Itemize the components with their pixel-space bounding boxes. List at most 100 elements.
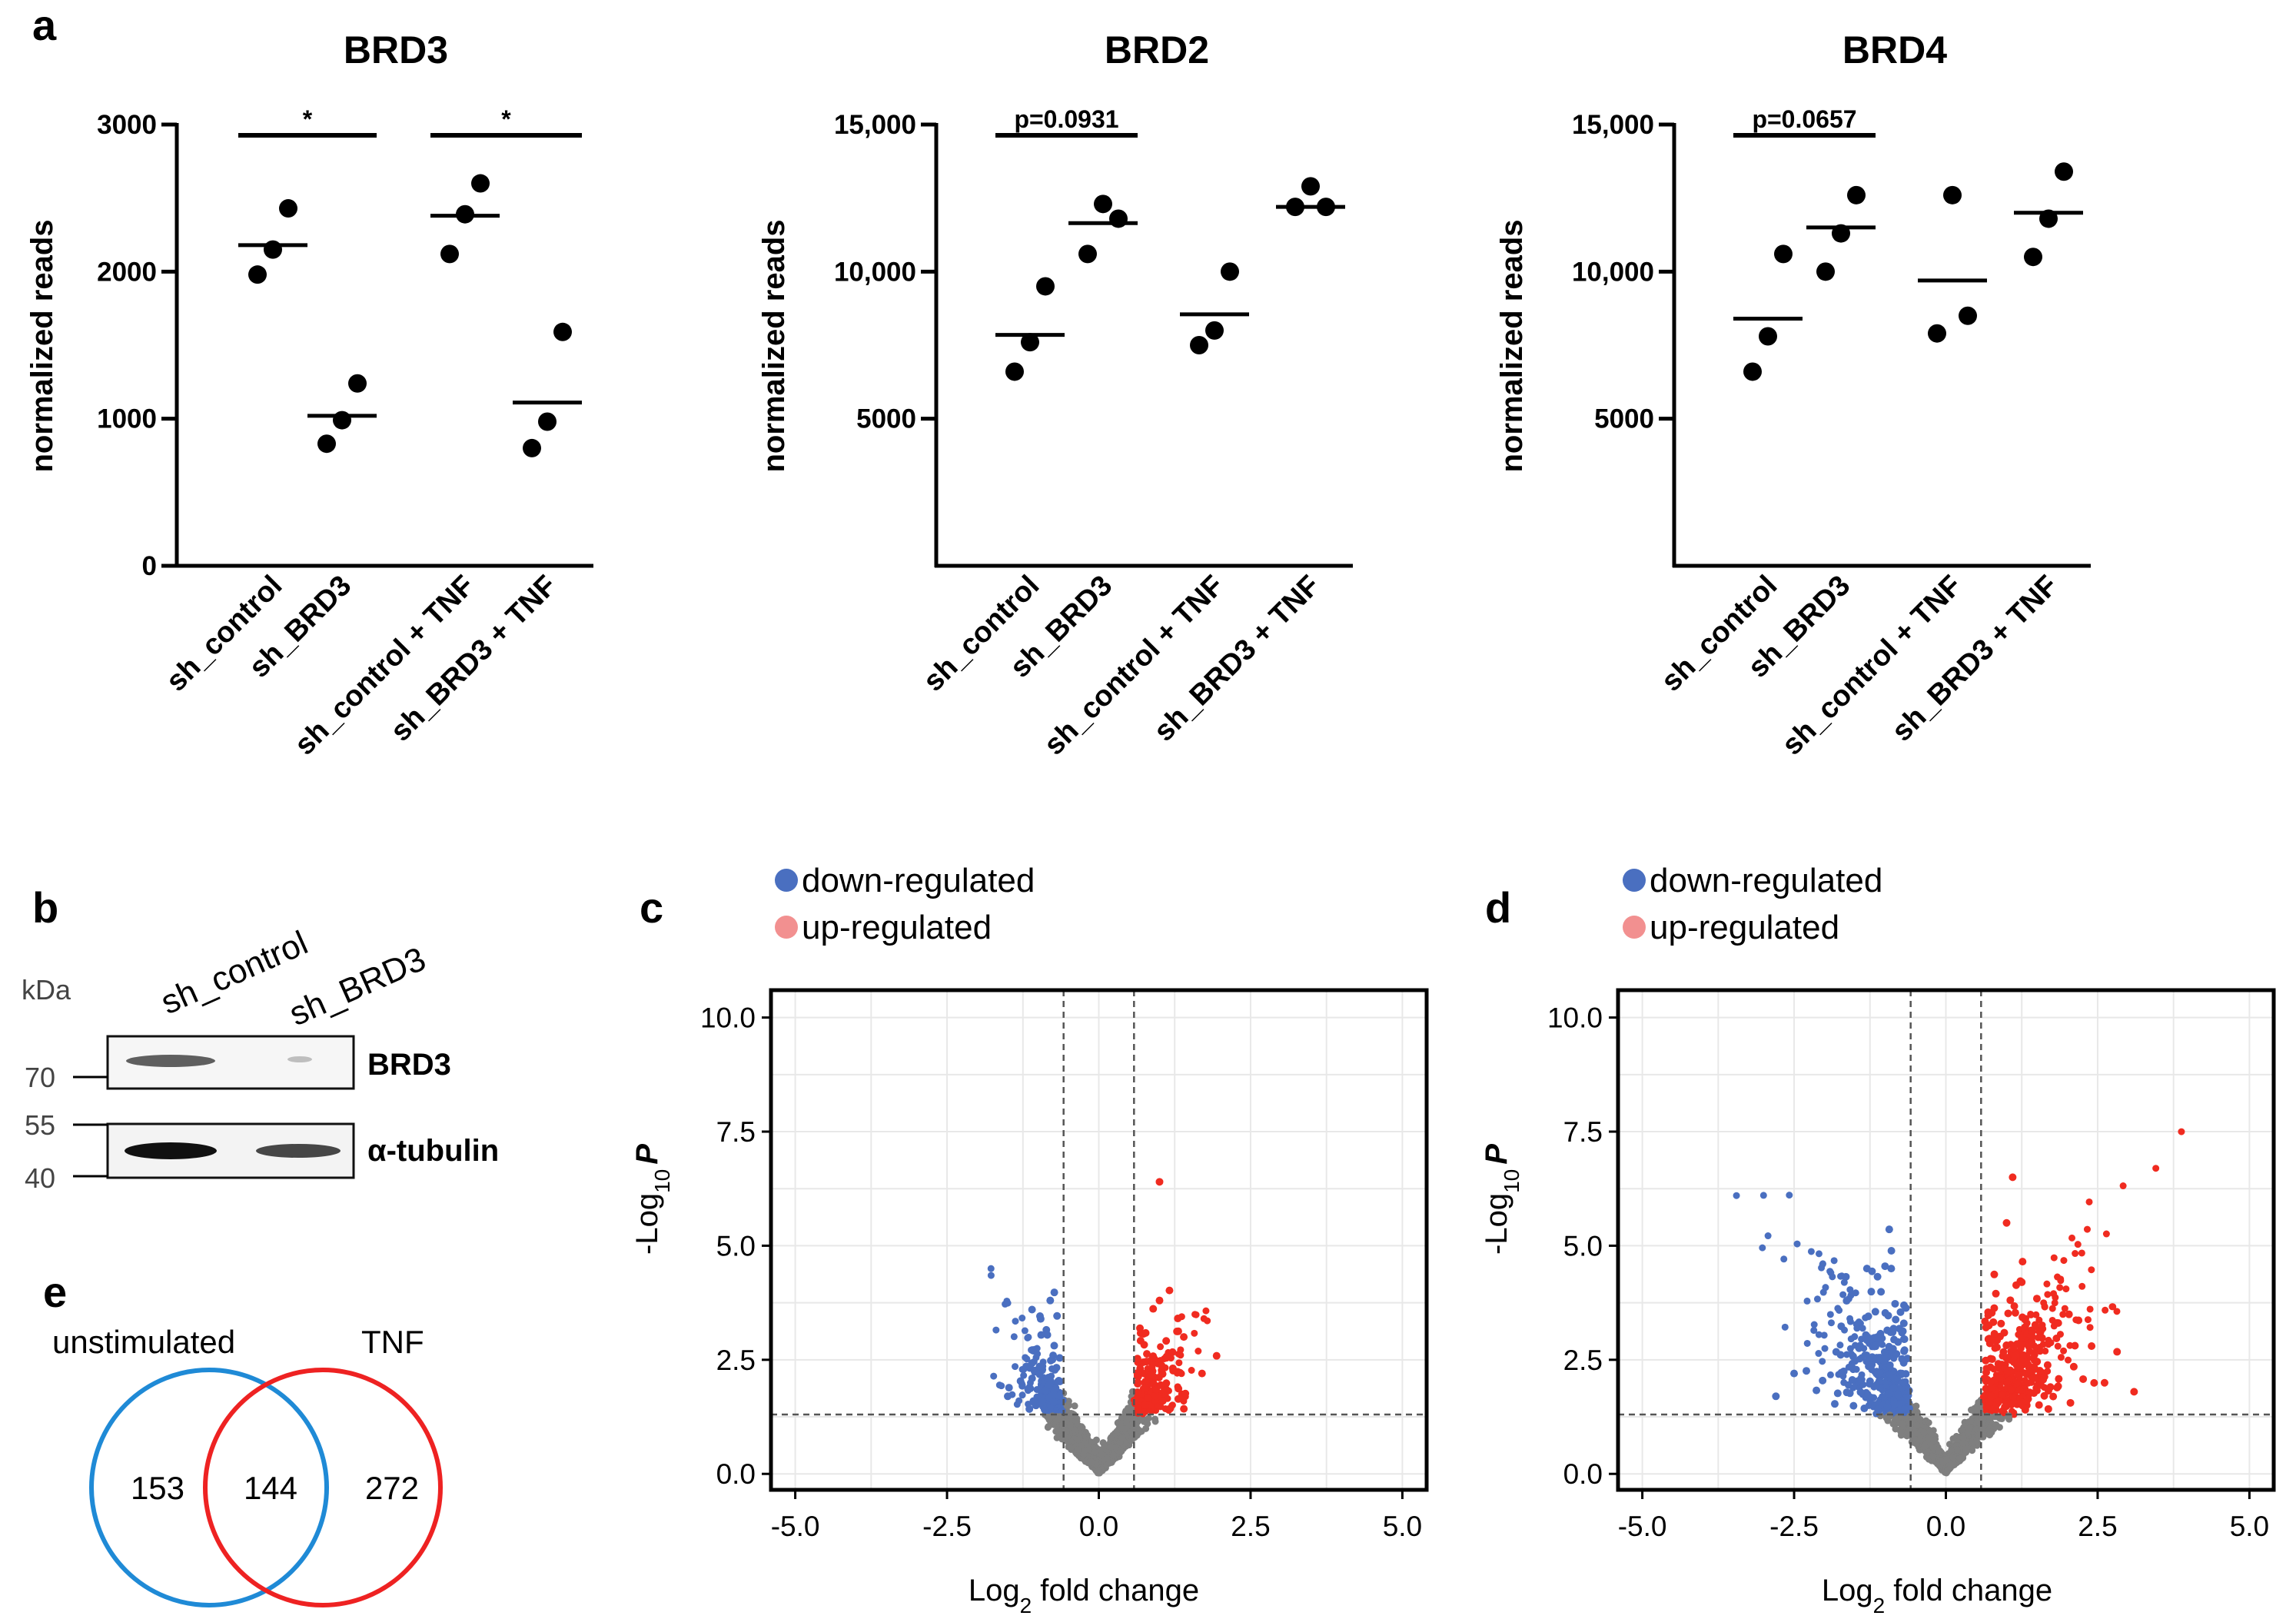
gene-point: [1846, 1318, 1854, 1325]
down-gene-point: [1055, 1354, 1064, 1362]
volcano-d-xlabel-sub: 2: [1873, 1594, 1886, 1617]
legend-dot-up-d: [1623, 916, 1646, 939]
gene-point: [1081, 1447, 1088, 1454]
data-point: [279, 199, 297, 218]
up-gene-point: [1149, 1305, 1158, 1313]
up-gene-point: [1180, 1405, 1188, 1413]
gene-point: [1202, 1307, 1210, 1315]
data-point: [440, 244, 459, 264]
down-gene-point: [1876, 1329, 1885, 1338]
gene-point: [2003, 1354, 2011, 1361]
y-tick-label: 15,000: [1572, 110, 1654, 140]
y-tick-label: 1000: [97, 404, 157, 434]
x-tick-label: sh_BRD3 + TNF: [1148, 570, 1326, 748]
down-gene-point: [1865, 1362, 1873, 1371]
gene-point: [2084, 1316, 2092, 1324]
up-gene-point: [1173, 1327, 1181, 1335]
x-tick-label: -2.5: [922, 1511, 972, 1542]
data-point: [1190, 336, 1208, 354]
gene-point: [1965, 1418, 1973, 1425]
x-tick-label: -2.5: [1769, 1511, 1819, 1542]
up-gene-point: [2030, 1389, 2038, 1398]
y-tick-label: 5.0: [716, 1230, 756, 1262]
gene-point: [1138, 1415, 1145, 1423]
y-tick-label: 5.0: [1563, 1230, 1603, 1262]
down-gene-point: [1803, 1367, 1811, 1375]
gene-point: [1858, 1371, 1866, 1378]
gene-point: [2054, 1342, 2062, 1350]
gene-point-outlier: [1790, 1369, 1799, 1378]
y-tick-label: 2000: [97, 257, 157, 287]
gene-point-outlier: [2002, 1218, 2011, 1227]
y-tick-label: 2.5: [716, 1345, 756, 1376]
up-gene-point: [2079, 1375, 2088, 1383]
gene-point-outlier: [1155, 1178, 1164, 1186]
brd3-title: BRD3: [344, 28, 448, 71]
data-point: [317, 434, 336, 454]
gene-point: [1867, 1394, 1875, 1401]
gene-point: [1834, 1305, 1842, 1312]
gene-point: [2057, 1354, 2065, 1361]
down-gene-point: [1022, 1362, 1031, 1371]
band-tubulin-knockdown: [256, 1144, 341, 1158]
up-gene-point: [1142, 1377, 1151, 1385]
gene-point: [1921, 1443, 1929, 1451]
gene-point: [2039, 1341, 2047, 1348]
brd4-brackets: p=0.0657: [1733, 105, 1876, 138]
x-tick-label: 0.0: [1926, 1511, 1965, 1542]
data-point: [1109, 209, 1128, 228]
down-gene-point: [1050, 1398, 1058, 1406]
legend-down-d: down-regulated: [1650, 862, 1882, 899]
gene-point: [1813, 1295, 1821, 1303]
up-gene-point: [1155, 1373, 1163, 1381]
gene-point: [1191, 1329, 1198, 1337]
gene-point: [1098, 1451, 1105, 1458]
up-gene-point: [2039, 1375, 2048, 1384]
up-gene-point: [2113, 1348, 2122, 1356]
down-gene-point: [1035, 1370, 1044, 1378]
gene-point: [1958, 1455, 1965, 1463]
up-gene-point: [1133, 1388, 1141, 1397]
up-gene-point: [1987, 1392, 1995, 1401]
up-gene-point: [2038, 1334, 2046, 1342]
gene-point: [2074, 1241, 2082, 1248]
up-gene-point: [2031, 1374, 2039, 1382]
up-gene-point: [2040, 1391, 2048, 1400]
down-gene-point: [1849, 1401, 1858, 1410]
gene-point: [2083, 1225, 2091, 1233]
down-gene-point: [1867, 1288, 1876, 1296]
down-gene-point: [1876, 1369, 1884, 1378]
up-gene-point: [2011, 1351, 2019, 1360]
panel-label-a: a: [32, 1, 57, 49]
gene-point: [2010, 1411, 2018, 1418]
gene-point: [1002, 1300, 1009, 1308]
down-gene-point: [1050, 1288, 1058, 1297]
volcano-c-xlabel-sub: 2: [1020, 1594, 1032, 1617]
down-gene-point: [1833, 1389, 1842, 1398]
gene-point: [1058, 1421, 1066, 1429]
venn-label-unstimulated: unstimulated: [52, 1324, 235, 1360]
gene-point: [2041, 1303, 2048, 1311]
gene-point: [1964, 1429, 1972, 1437]
gene-point: [1012, 1363, 1019, 1371]
volcano-c-ylabel-main: -Log: [630, 1193, 664, 1255]
up-gene-point: [1134, 1378, 1142, 1387]
panel-label-d: d: [1485, 883, 1511, 932]
gene-point: [1064, 1402, 1072, 1410]
gene-point: [1108, 1443, 1115, 1451]
down-gene-point: [1902, 1370, 1910, 1378]
up-gene-point: [2000, 1328, 2009, 1337]
venn-count-both: 144: [244, 1470, 297, 1506]
gene-point: [1847, 1292, 1855, 1299]
gene-point: [1819, 1288, 1827, 1296]
down-gene-point: [1885, 1389, 1893, 1398]
gene-point: [1021, 1327, 1028, 1335]
gene-point: [1067, 1421, 1075, 1429]
up-gene-point: [1988, 1355, 1996, 1363]
legend-down-c: down-regulated: [802, 862, 1035, 899]
gene-point: [1922, 1448, 1930, 1456]
gene-point: [2045, 1341, 2052, 1348]
blot-kda-label: kDa: [22, 974, 71, 1006]
up-gene-point: [1985, 1321, 1993, 1330]
up-gene-point: [2019, 1313, 2027, 1321]
